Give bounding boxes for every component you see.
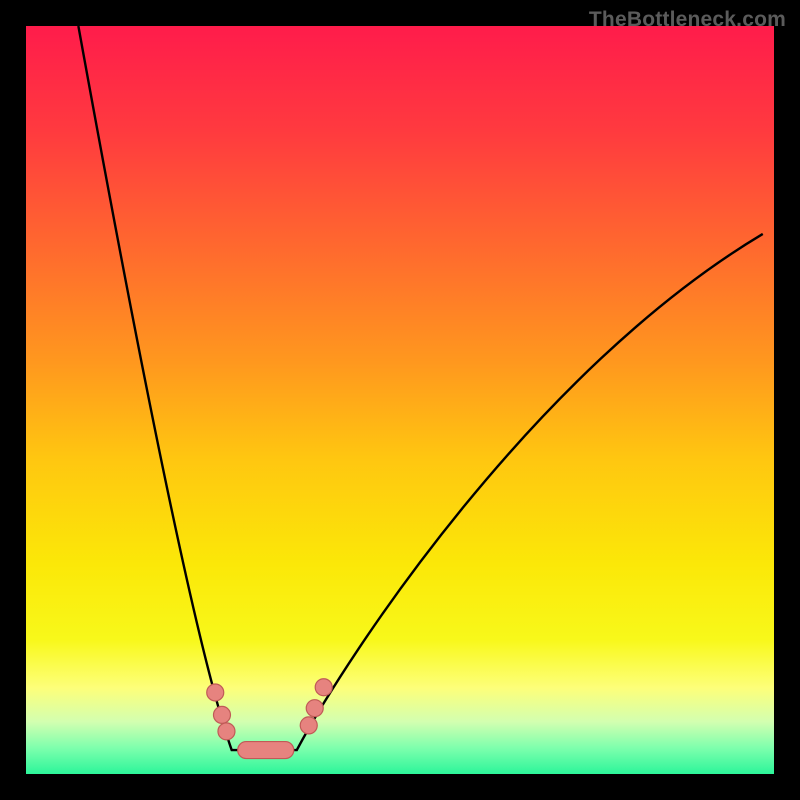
- gradient-background: [26, 26, 774, 774]
- curve-marker: [213, 706, 230, 723]
- curve-marker: [218, 723, 235, 740]
- watermark-text: TheBottleneck.com: [589, 8, 786, 32]
- curve-marker: [207, 684, 224, 701]
- chart-root: TheBottleneck.com: [0, 0, 800, 800]
- bottleneck-chart: [0, 0, 800, 800]
- valley-bar-marker: [238, 742, 294, 759]
- curve-marker: [306, 700, 323, 717]
- curve-marker: [300, 717, 317, 734]
- curve-marker: [315, 679, 332, 696]
